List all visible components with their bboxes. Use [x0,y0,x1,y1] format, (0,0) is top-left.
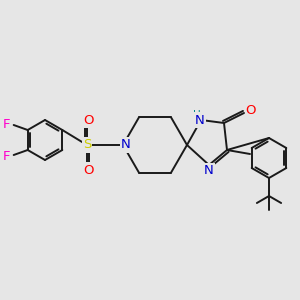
Text: F: F [3,149,10,163]
Text: O: O [83,113,93,127]
Text: S: S [83,139,91,152]
Text: O: O [246,104,256,118]
Text: H: H [193,110,201,120]
Text: O: O [83,164,93,176]
Text: F: F [3,118,10,130]
Text: N: N [121,139,131,152]
Text: N: N [204,164,214,178]
Text: N: N [195,113,205,127]
